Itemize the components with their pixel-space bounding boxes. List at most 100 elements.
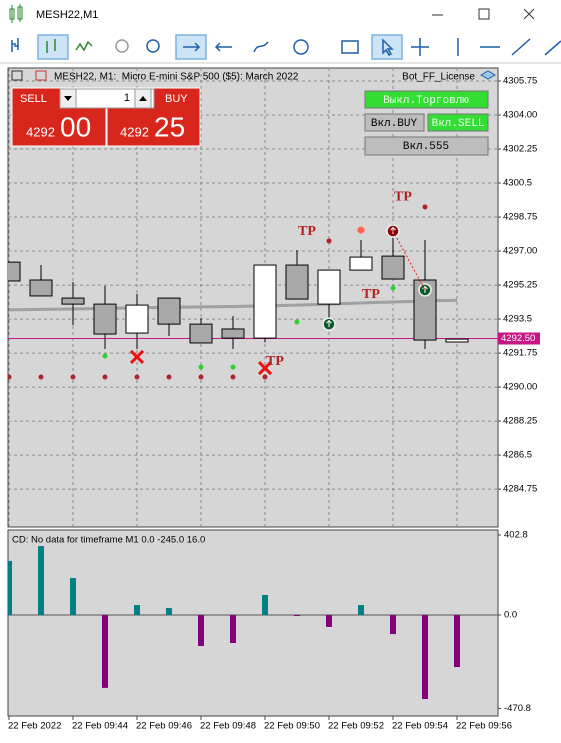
period-tool[interactable] [293, 39, 309, 55]
signal-dot [166, 374, 172, 380]
histogram-bar [326, 615, 332, 627]
y-tick-label: 4284.75 [503, 484, 537, 495]
candle-body [381, 255, 405, 280]
expert-icon [479, 70, 497, 80]
zoom-in[interactable] [115, 39, 129, 53]
signal-dot [230, 364, 236, 370]
y-tick-label: 4293.5 [503, 314, 532, 325]
y-tick-label: 4304.00 [503, 110, 537, 121]
candle-tool[interactable] [37, 34, 69, 60]
histogram-bar [166, 608, 172, 616]
buy-on-button[interactable] [364, 113, 425, 132]
signal-dot [102, 374, 108, 380]
signal-dot [8, 374, 12, 380]
signal-dot [70, 374, 76, 380]
signal-dot [390, 285, 396, 291]
histogram-bar [198, 615, 204, 646]
cross-marker [129, 349, 145, 365]
tp-label: TP [394, 189, 412, 204]
down-arrow [64, 96, 72, 101]
screenshot-tool[interactable] [341, 40, 359, 54]
indicators-tool[interactable] [253, 41, 269, 53]
indicator-title: CD: No data for timeframe M1 0.0 -245.0 … [12, 535, 205, 546]
candle-icon [46, 39, 56, 53]
lot-value[interactable]: 1 [124, 92, 130, 104]
candle-body [445, 338, 469, 343]
cross-marker [257, 360, 273, 376]
histogram-bar [8, 560, 12, 616]
trendline-tool[interactable] [511, 38, 531, 56]
x-tick-label: 22 Feb 09:44 [72, 721, 128, 732]
signal-dot [422, 204, 428, 210]
candle-body [125, 304, 149, 334]
ring-arrow [390, 226, 396, 235]
candle-body [221, 328, 245, 339]
trading-off-label[interactable]: Выкл.Торговлю [383, 95, 469, 107]
channel-tool[interactable] [544, 40, 561, 56]
histogram-bar [230, 615, 236, 644]
close-button[interactable] [523, 8, 535, 20]
y-tick-label: 4295.25 [503, 280, 537, 291]
buy-on-label[interactable]: Вкл.BUY [371, 118, 418, 130]
header-icon [35, 70, 47, 81]
tp-label: TP [362, 287, 380, 302]
sell-label[interactable]: SELL [20, 93, 47, 105]
signal-dot [102, 353, 108, 359]
zoom-out[interactable] [146, 39, 160, 53]
x-tick-label: 22 Feb 09:52 [328, 721, 384, 732]
x-tick-label: 22 Feb 2022 [8, 721, 61, 732]
app-icon [9, 4, 23, 23]
histogram-bar [102, 615, 108, 688]
buy-price-small: 25 [154, 111, 185, 142]
cross-stroke [129, 349, 145, 365]
sell-on-label[interactable]: Вкл.SELL [432, 118, 485, 130]
maximize-button[interactable] [478, 8, 490, 20]
up-arrow [139, 96, 147, 101]
cross-stroke [257, 360, 273, 376]
candle-body [29, 279, 53, 297]
candle-body [189, 323, 213, 344]
indicator-area [7, 529, 499, 717]
histogram-bar [262, 594, 268, 616]
b555-button[interactable] [364, 136, 489, 156]
autoscroll-icon [183, 42, 201, 52]
tp-label: TP [266, 354, 284, 369]
buy-label[interactable]: BUY [165, 93, 188, 105]
candle-body [285, 264, 309, 300]
price-label-box [498, 332, 540, 345]
candle-body [61, 297, 85, 305]
candle-body [253, 264, 277, 339]
y-tick-label: 402.8 [504, 530, 528, 541]
y-tick-label: 4305.75 [503, 76, 537, 87]
signal-dot [326, 238, 332, 244]
moving-average [8, 298, 458, 312]
signal-dot [198, 374, 204, 380]
candle-body [157, 297, 181, 325]
signal-dot [134, 374, 140, 380]
tp-label: TP [298, 224, 316, 239]
y-tick-label: -470.8 [504, 703, 531, 714]
sell-on-button[interactable] [427, 113, 489, 132]
signal-dot [357, 226, 365, 234]
bar-chart-tool[interactable] [11, 38, 19, 52]
buy-price-big: 4292 [120, 124, 149, 139]
b555-label[interactable]: Вкл.555 [403, 141, 449, 153]
expert-name: Bot_FF_License [402, 72, 475, 83]
trading-off-button[interactable] [364, 90, 489, 109]
y-tick-label: 4302.25 [503, 144, 537, 155]
histogram-bar [38, 546, 44, 616]
candle-body [349, 256, 373, 271]
crosshair-tool[interactable] [411, 38, 429, 56]
window-title: MESH22,M1 [36, 9, 98, 21]
line-tool[interactable] [75, 40, 93, 52]
x-tick-label: 22 Feb 09:56 [456, 721, 512, 732]
histogram-bar [70, 578, 76, 616]
shift-tool[interactable] [214, 42, 232, 52]
y-tick-label: 4286.5 [503, 450, 532, 461]
cursor-tool[interactable] [371, 34, 403, 60]
histogram-bar [422, 615, 428, 700]
header-icon [11, 70, 23, 81]
tp-link [392, 230, 426, 291]
histogram-bar [134, 605, 140, 616]
